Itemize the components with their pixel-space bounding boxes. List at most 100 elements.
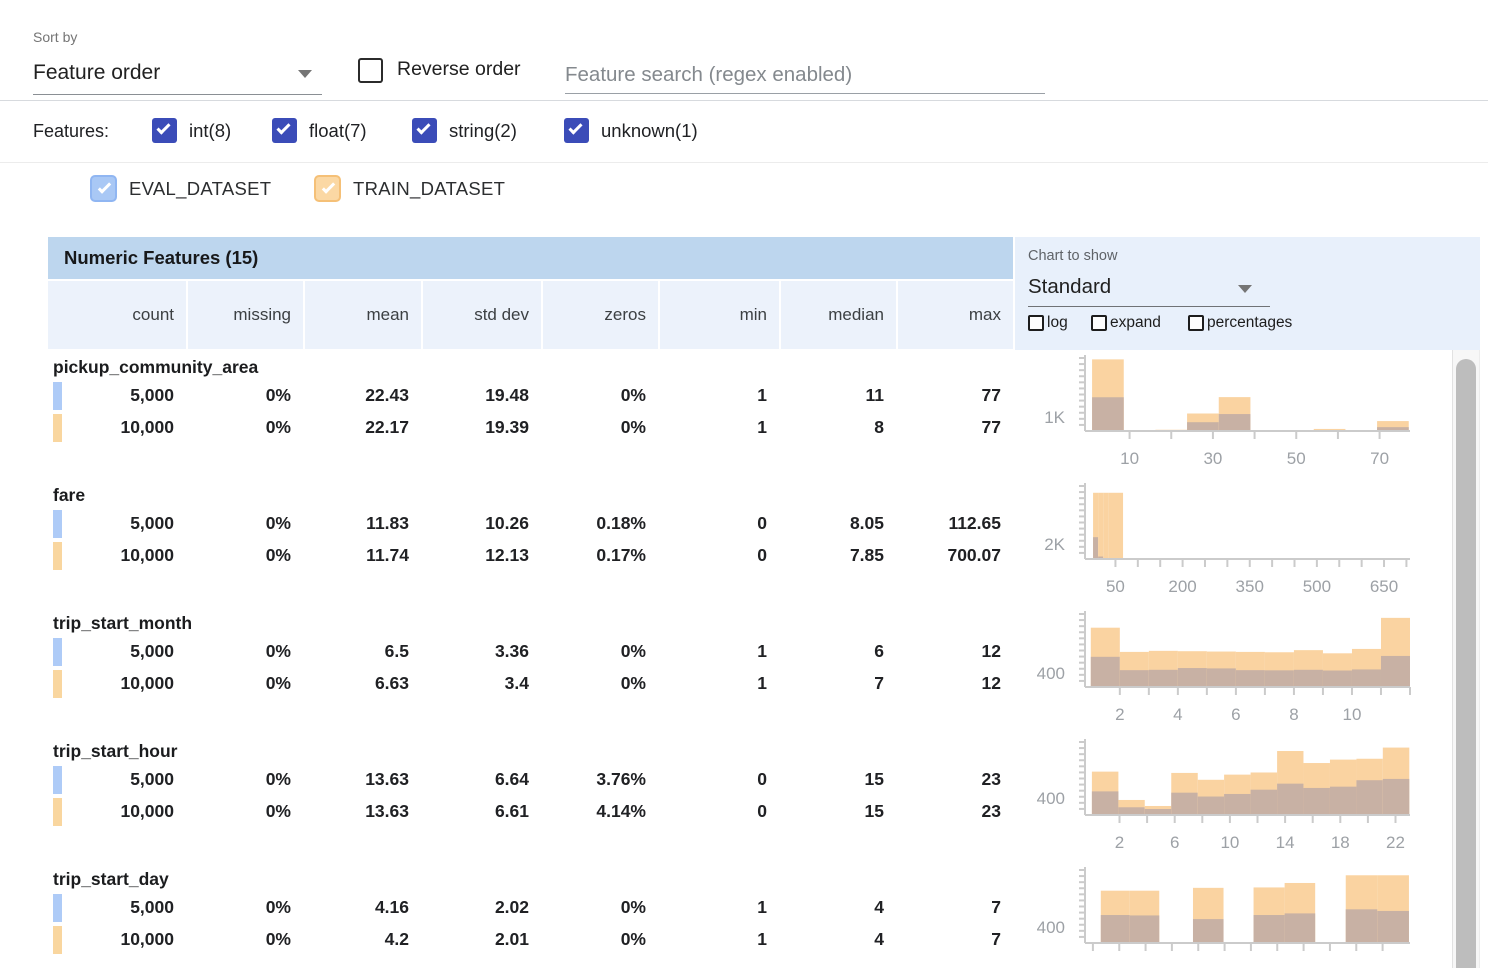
stat-train-cell: 4 xyxy=(874,928,884,949)
toolbar-divider xyxy=(0,100,1488,101)
check-icon xyxy=(568,120,583,135)
stat-eval-cell: 5,000 xyxy=(130,769,174,790)
overlap-bar xyxy=(1197,796,1225,815)
stat-eval-cell: 2.02 xyxy=(494,897,529,918)
stat-eval-cell: 77 xyxy=(981,385,1001,406)
stat-train-cell: 6.61 xyxy=(494,800,529,821)
overlap-bar xyxy=(1250,789,1278,815)
feature-search-input[interactable] xyxy=(565,56,1045,94)
stat-train-cell: 4.2 xyxy=(384,928,409,949)
stat-train-cell: 1 xyxy=(757,672,767,693)
unknown-checkbox[interactable] xyxy=(564,118,589,143)
train-color-swatch xyxy=(53,925,62,954)
stat-train-cell: 0.17% xyxy=(596,544,646,565)
train-color-swatch xyxy=(53,797,62,826)
column-header-zeros: zeros xyxy=(541,281,658,349)
feature-group: pickup_community_area 5,000 0% 22.43 19.48 0… xyxy=(48,350,1013,478)
stat-eval-cell: 10.26 xyxy=(485,513,529,534)
overlap-bar xyxy=(1303,787,1330,815)
overlap-bar xyxy=(1253,915,1285,943)
overlap-bar xyxy=(1224,793,1251,815)
percentages-checkbox[interactable] xyxy=(1188,315,1204,331)
reverse-order-checkbox[interactable] xyxy=(358,58,383,83)
train-bar xyxy=(1108,492,1124,559)
charts-column: 10 30 50 70 1K 50 200 350 500 650 2K 2 4 6 8 10 400 2 6 10 1… xyxy=(1020,350,1420,968)
stat-train-cell: 0% xyxy=(265,672,291,693)
int-checkbox[interactable] xyxy=(152,118,177,143)
overlap-bar xyxy=(1345,909,1378,943)
stat-eval-cell: 6.64 xyxy=(494,769,529,790)
stat-train-cell: 0% xyxy=(620,416,646,437)
log-checkbox[interactable] xyxy=(1028,315,1044,331)
float-checkbox[interactable] xyxy=(272,118,297,143)
eval-row: 5,000 0% 6.5 3.36 0% 1 6 12 xyxy=(48,636,1013,668)
stat-train-cell: 0 xyxy=(757,800,767,821)
overlap-bar xyxy=(1351,669,1381,687)
stat-train-cell: 6.63 xyxy=(374,672,409,693)
check-icon xyxy=(416,120,431,135)
stat-train-cell: 22.17 xyxy=(365,416,409,437)
scrollbar-track[interactable] xyxy=(1452,350,1480,968)
stat-train-cell: 10,000 xyxy=(120,416,174,437)
train-color-swatch xyxy=(53,669,62,698)
eval-color-swatch xyxy=(53,638,62,666)
stat-eval-cell: 23 xyxy=(981,769,1001,790)
feature-name: trip_start_hour xyxy=(53,741,178,761)
svg-text:14: 14 xyxy=(1276,833,1295,852)
eval-row: 5,000 0% 13.63 6.64 3.76% 0 15 23 xyxy=(48,764,1013,796)
svg-text:10: 10 xyxy=(1343,705,1362,724)
string-label: string(2) xyxy=(449,120,517,141)
check-icon xyxy=(276,120,291,135)
stat-eval-cell: 5,000 xyxy=(130,513,174,534)
stat-train-cell: 0% xyxy=(265,928,291,949)
scrollbar-thumb[interactable] xyxy=(1456,359,1476,968)
column-header-max: max xyxy=(896,281,1013,349)
feature-name: fare xyxy=(53,485,86,505)
train-row: 10,000 0% 11.74 12.13 0.17% 0 7.85 700.07 xyxy=(48,540,1013,572)
chart-type-select[interactable]: Standard xyxy=(1028,271,1270,307)
stat-eval-cell: 1 xyxy=(757,641,767,662)
overlap-bar xyxy=(1293,669,1323,687)
overlap-bar xyxy=(1192,919,1224,943)
train-dataset-checkbox[interactable] xyxy=(314,175,341,202)
stat-eval-cell: 11.83 xyxy=(366,513,409,534)
eval-dataset-checkbox[interactable] xyxy=(90,175,117,202)
histogram-fare: 50 200 350 500 650 2K xyxy=(1044,483,1410,596)
stat-train-cell: 7.85 xyxy=(849,544,884,565)
svg-text:50: 50 xyxy=(1106,577,1125,596)
train-row: 10,000 0% 6.63 3.4 0% 1 7 12 xyxy=(48,668,1013,700)
svg-text:18: 18 xyxy=(1331,833,1350,852)
stat-train-cell: 23 xyxy=(981,800,1001,821)
eval-row: 5,000 0% 22.43 19.48 0% 1 11 77 xyxy=(48,380,1013,412)
overlap-bar xyxy=(1171,792,1198,815)
overlap-bar xyxy=(1235,670,1265,687)
stat-eval-cell: 5,000 xyxy=(130,641,174,662)
overlap-bar xyxy=(1144,808,1172,815)
column-header-stddev: std dev xyxy=(421,281,541,349)
check-icon xyxy=(156,120,171,135)
svg-text:2K: 2K xyxy=(1044,535,1065,554)
feature-name: trip_start_day xyxy=(53,869,169,889)
stat-train-cell: 0 xyxy=(757,544,767,565)
stat-eval-cell: 19.48 xyxy=(485,385,529,406)
svg-text:2: 2 xyxy=(1115,833,1124,852)
stat-train-cell: 700.07 xyxy=(947,544,1001,565)
stat-eval-cell: 4.16 xyxy=(374,897,409,918)
sort-by-select[interactable]: Feature order xyxy=(33,54,322,95)
expand-checkbox[interactable] xyxy=(1091,315,1107,331)
train-color-swatch xyxy=(53,413,62,442)
svg-text:650: 650 xyxy=(1370,577,1398,596)
overlap-bar xyxy=(1322,670,1352,687)
stat-train-cell: 12 xyxy=(981,672,1001,693)
overlap-bar xyxy=(1377,910,1409,943)
overlap-bar xyxy=(1100,915,1130,943)
string-checkbox[interactable] xyxy=(412,118,437,143)
stat-train-cell: 7 xyxy=(991,928,1001,949)
overlap-bar xyxy=(1356,780,1383,815)
stat-train-cell: 0% xyxy=(265,544,291,565)
svg-text:10: 10 xyxy=(1220,833,1239,852)
stat-train-cell: 10,000 xyxy=(120,672,174,693)
stat-eval-cell: 0% xyxy=(620,641,646,662)
column-header-count: count xyxy=(48,281,186,349)
stat-eval-cell: 3.76% xyxy=(596,769,646,790)
